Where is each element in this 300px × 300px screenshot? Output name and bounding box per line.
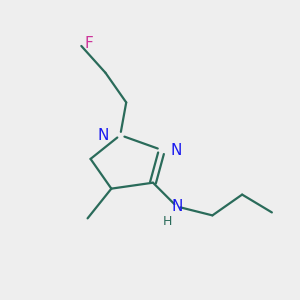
Text: N: N (171, 142, 182, 158)
Text: H: H (163, 215, 172, 228)
Text: N: N (171, 199, 182, 214)
Text: F: F (85, 35, 93, 50)
Text: N: N (97, 128, 108, 142)
